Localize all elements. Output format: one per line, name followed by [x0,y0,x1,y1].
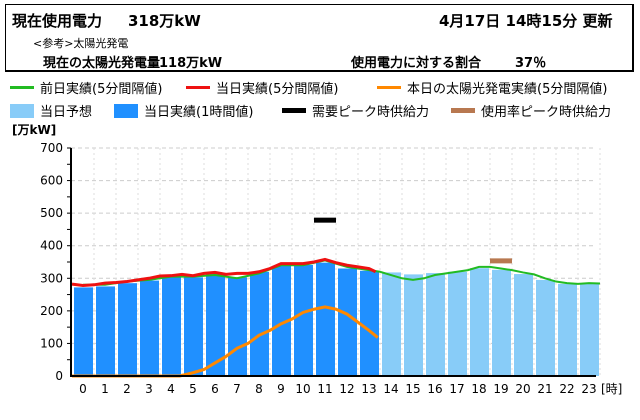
legend-item: 需要ピーク時供給力 [282,101,429,120]
actual-bar [250,271,269,376]
ratio-label: 使用電力に対する割合 [351,56,482,71]
forecast-bar [558,283,577,376]
y-tick-label: 300 [40,271,63,285]
y-tick-label: 0 [55,369,63,383]
demand-peak-marker [314,217,336,223]
x-tick-label: 0 [79,382,87,396]
legend-swatch [282,108,306,113]
actual-bar [338,268,357,376]
solar-label: 現在の太陽光発電量 [43,56,161,71]
y-tick-label: 500 [40,206,63,220]
actual-bar [74,287,93,376]
legend-label: 当日実績(5分間隔値) [216,82,339,97]
forecast-bar [536,279,555,376]
legend-item: 前日実績(5分間隔値) [10,78,162,97]
x-tick-label: 22 [559,382,574,396]
current-usage-value: 318万kW [128,12,201,30]
actual-bar [360,270,379,376]
x-tick-label: 1 [101,382,109,396]
ratio-value: 37％ [515,56,547,71]
x-tick-label: 5 [189,382,197,396]
forecast-bar [492,269,511,376]
y-tick-label: 400 [40,239,63,253]
x-tick-label: 10 [295,382,310,396]
legend-item: 当日予想 [10,101,92,120]
solar-line [72,305,379,378]
x-tick-label: 8 [255,382,263,396]
x-tick-label: 4 [167,382,175,396]
y-tick-label: 200 [40,304,63,318]
x-tick-label: 16 [427,382,442,396]
legend-item: 使用率ピーク時供給力 [451,101,611,120]
actual-bar [316,262,335,376]
forecast-bar [470,268,489,376]
forecast-bar [404,274,423,376]
x-tick-label: 2 [123,382,131,396]
x-tick-label: 17 [449,382,464,396]
legend-swatch [10,103,34,118]
actual-bar [272,265,291,376]
forecast-bar [514,274,533,376]
x-tick-label: 6 [211,382,219,396]
actual-bar [118,283,137,376]
legend-label: 使用率ピーク時供給力 [481,105,612,120]
usage-peak-marker [490,258,512,264]
legend-label: 本日の太陽光発電実績(5分間隔値) [407,82,608,97]
actual-bar [206,274,225,376]
forecast-bar [426,273,445,376]
forecast-bar [448,271,467,376]
legend-item: 当日実績(1時間値) [114,101,253,120]
solar-value: 118万kW [159,56,223,71]
legend-swatch [377,86,401,89]
legend-label: 前日実績(5分間隔値) [40,82,163,97]
x-tick-label: 20 [515,382,530,396]
legend-label: 当日実績(1時間値) [144,105,254,120]
y-axis-label: [万kW] [12,123,56,137]
updated-time: 4月17日 14時15分 更新 [439,12,613,30]
actual-bar [184,277,203,376]
today-line [71,257,377,287]
legend-label: 需要ピーク時供給力 [312,105,430,120]
actual-bar [162,277,181,376]
legend-swatch [10,86,34,89]
prev-day-line [83,259,601,286]
x-tick-label: 15 [405,382,420,396]
forecast-bar [382,272,401,376]
y-tick-label: 100 [40,336,63,350]
x-tick-label: 9 [277,382,285,396]
x-tick-label: 7 [233,382,241,396]
legend-item: 当日実績(5分間隔値) [186,78,338,97]
x-tick-label: 21 [537,382,552,396]
x-tick-label: 23 [581,382,596,396]
x-tick-label: 14 [383,382,398,396]
actual-bar [228,277,247,376]
legend-item: 本日の太陽光発電実績(5分間隔値) [377,78,607,97]
reference-label: <参考>太陽光発電 [33,37,129,50]
x-axis-label: [時] [601,382,622,396]
actual-bar [140,280,159,376]
forecast-bar [580,283,599,376]
x-tick-label: 12 [339,382,354,396]
x-tick-label: 19 [493,382,508,396]
x-tick-label: 11 [317,382,332,396]
current-usage-label: 現在使用電力 [12,12,103,30]
actual-bar [96,286,115,376]
legend-swatch [451,108,475,113]
legend-swatch [114,103,138,118]
summary-panel: 現在使用電力 318万kW 4月17日 14時15分 更新 <参考>太陽光発電 … [5,4,634,72]
legend-label: 当日予想 [40,105,93,120]
actual-bar [294,264,313,376]
legend-swatch [186,86,210,89]
x-tick-label: 18 [471,382,486,396]
x-tick-label: 3 [145,382,153,396]
x-tick-label: 13 [361,382,376,396]
y-tick-label: 700 [40,141,63,155]
y-tick-label: 600 [40,174,63,188]
